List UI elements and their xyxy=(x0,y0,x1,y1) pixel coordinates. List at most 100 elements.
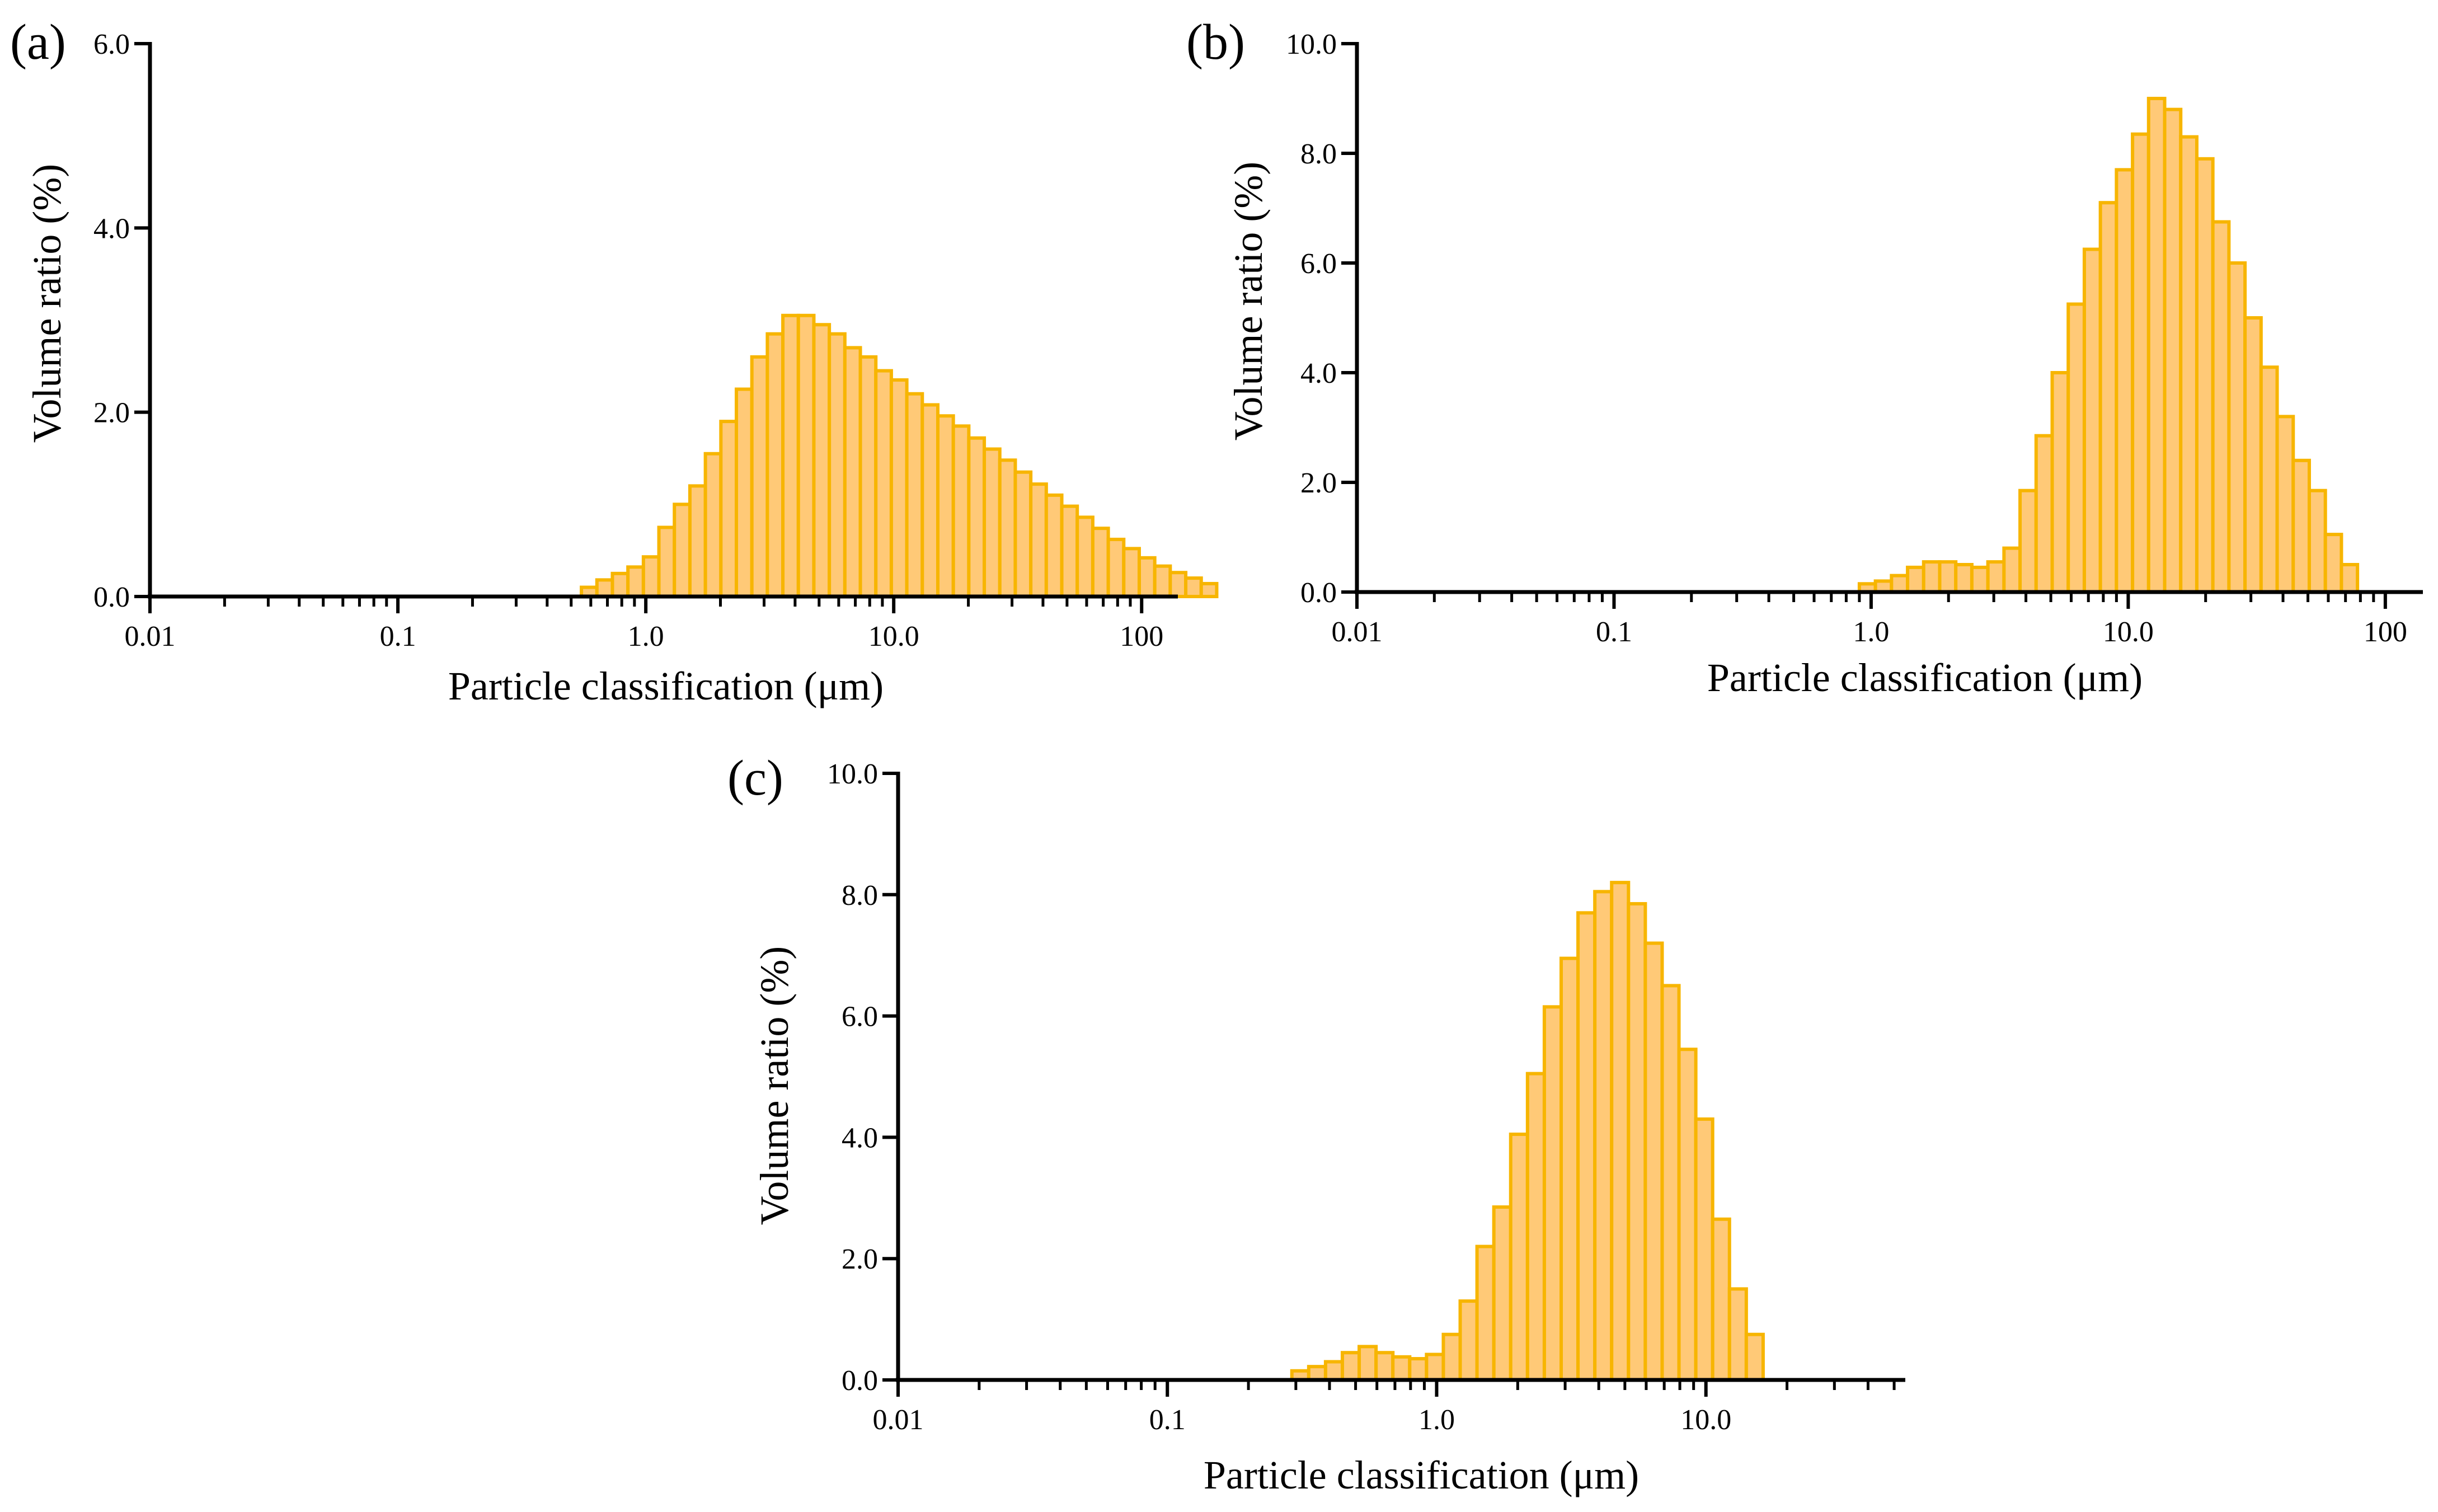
bar xyxy=(1374,1351,1395,1382)
bar xyxy=(2131,132,2150,594)
bar xyxy=(1475,1245,1496,1382)
x-tick-label: 10.0 xyxy=(2103,616,2154,648)
bar xyxy=(1938,560,1958,594)
panel-c: (c) 0.01 0.1 1.0 10.0 0.0 2.0 4.0 6.0 8.0 10.0 P… xyxy=(727,750,1905,1497)
y-tick-label: 8.0 xyxy=(1300,138,1337,170)
bar xyxy=(1677,1048,1698,1382)
bar xyxy=(2098,201,2118,594)
y-tick-label: 4.0 xyxy=(93,213,130,245)
bar xyxy=(2307,489,2327,594)
bar xyxy=(1627,902,1647,1382)
y-tick-label: 6.0 xyxy=(1300,248,1337,280)
y-tick-label: 2.0 xyxy=(1300,467,1337,499)
y-tick-label: 0.0 xyxy=(1300,577,1337,609)
panel-b-y-title: Volume ratio (%) xyxy=(1226,162,1271,441)
bar xyxy=(983,447,1002,599)
x-tick-label: 0.01 xyxy=(125,621,176,652)
bar xyxy=(1106,537,1126,598)
panel-a-x-title: Particle classification (μm) xyxy=(448,664,884,708)
bar xyxy=(1441,1332,1462,1382)
panel-a: (a) 0.01 0.1 1.0 10.0 100 0.0 2.0 4.0 6.0 Parti… xyxy=(10,15,1219,708)
bar xyxy=(1425,1353,1445,1382)
x-tick-label: 0.1 xyxy=(380,621,416,652)
bar xyxy=(1727,1287,1748,1382)
bar xyxy=(1890,574,1910,594)
x-tick-label: 10.0 xyxy=(868,621,919,652)
bar xyxy=(2146,97,2167,594)
bar xyxy=(2195,157,2215,594)
bar xyxy=(610,571,630,598)
bar xyxy=(889,378,909,599)
bar xyxy=(1013,470,1033,599)
bar xyxy=(1323,1360,1344,1382)
bar xyxy=(936,414,955,598)
x-tick-label: 1.0 xyxy=(1418,1404,1455,1436)
bar xyxy=(1970,565,1990,594)
x-tick-label: 1.0 xyxy=(1853,616,1889,648)
y-tick-label: 10.0 xyxy=(1286,29,1337,60)
bar xyxy=(2050,371,2070,594)
y-tick-label: 6.0 xyxy=(93,29,130,60)
bar xyxy=(781,313,800,599)
bar xyxy=(2291,458,2311,594)
bar xyxy=(1168,571,1188,599)
panel-a-y-title: Volume ratio (%) xyxy=(25,164,69,443)
panel-c-x-title: Particle classification (μm) xyxy=(1204,1453,1639,1497)
y-tick-label: 2.0 xyxy=(93,397,130,429)
y-tick-label: 4.0 xyxy=(1300,358,1337,389)
bar xyxy=(967,436,987,599)
bar xyxy=(2211,220,2231,594)
bar xyxy=(750,355,769,598)
panel-a-x-axis: 0.01 0.1 1.0 10.0 100 xyxy=(125,594,1178,652)
bar xyxy=(2179,135,2199,594)
x-tick-label: 0.01 xyxy=(1332,616,1383,648)
bar xyxy=(1660,984,1681,1382)
bar xyxy=(2082,247,2102,594)
bar xyxy=(1408,1357,1429,1382)
bar xyxy=(1954,563,1974,594)
bar xyxy=(657,525,677,598)
bar xyxy=(641,555,661,598)
bar xyxy=(1340,1351,1361,1382)
bar xyxy=(2340,563,2360,594)
y-tick-label: 2.0 xyxy=(842,1243,878,1275)
bar xyxy=(2243,316,2263,594)
bar xyxy=(843,346,862,599)
bar xyxy=(1060,504,1079,598)
panel-a-label: (a) xyxy=(10,15,66,70)
bar xyxy=(1559,956,1580,1382)
bar xyxy=(828,332,847,598)
panel-c-x-axis: 0.01 0.1 1.0 10.0 xyxy=(873,1378,1905,1436)
bar xyxy=(1744,1332,1765,1382)
bar xyxy=(951,424,971,598)
bar xyxy=(1153,564,1172,598)
panel-b-y-axis: 0.0 2.0 4.0 6.0 8.0 10.0 xyxy=(1286,29,1359,609)
bar xyxy=(905,392,924,598)
bar xyxy=(1091,527,1110,599)
bar xyxy=(1509,1132,1529,1382)
x-tick-label: 1.0 xyxy=(628,621,664,652)
y-tick-label: 4.0 xyxy=(842,1122,878,1154)
bar xyxy=(1357,1345,1378,1382)
bar xyxy=(1029,482,1048,598)
bar xyxy=(1307,1365,1327,1382)
x-tick-label: 0.1 xyxy=(1596,616,1632,648)
bar xyxy=(1610,881,1631,1382)
bar xyxy=(688,484,707,599)
bar xyxy=(874,369,893,598)
bar xyxy=(2227,261,2247,594)
bar xyxy=(1986,560,2006,594)
y-tick-label: 10.0 xyxy=(827,758,878,790)
bar xyxy=(595,578,614,598)
x-tick-label: 100 xyxy=(2364,616,2407,648)
bar xyxy=(1694,1117,1714,1382)
bar xyxy=(735,387,754,598)
bar xyxy=(1525,1072,1546,1382)
bar xyxy=(2115,168,2135,594)
y-tick-label: 0.0 xyxy=(842,1365,878,1397)
bar xyxy=(1906,565,1925,594)
bar xyxy=(1576,911,1597,1382)
y-tick-label: 6.0 xyxy=(842,1001,878,1033)
panel-b: (b) 0.01 0.1 1.0 10.0 100 0.0 2.0 4.0 6.0 8.0 10.… xyxy=(1186,15,2423,700)
